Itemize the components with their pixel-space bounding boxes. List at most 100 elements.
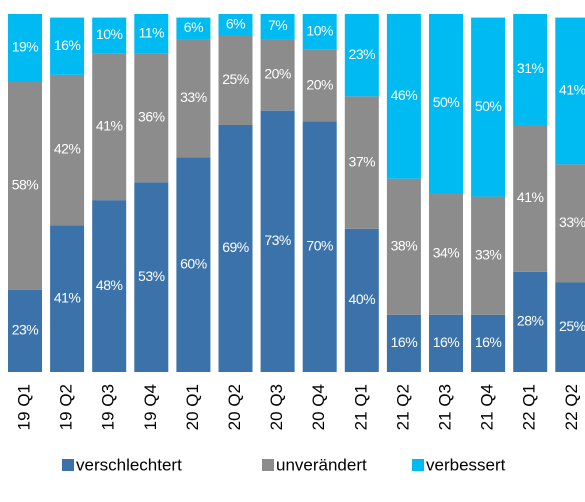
x-tick-label: 19 Q4 [141,384,160,430]
legend-label: verbessert [426,455,506,474]
bar-segment [8,289,42,372]
value-label: 58% [12,177,39,193]
bar-segment [218,124,253,372]
value-label: 16% [433,334,460,350]
legend-swatch [262,459,274,471]
value-label: 6% [226,15,245,31]
value-label: 10% [96,26,123,42]
value-label: 16% [54,37,81,53]
legend-label: unverändert [276,455,367,474]
value-label: 50% [433,94,460,110]
x-tick-label: 20 Q1 [183,384,202,430]
bar-segment [471,196,506,315]
value-label: 53% [138,268,165,284]
bar-segment [218,14,253,36]
x-tick-label: 20 Q3 [267,384,286,430]
bar-segment [555,282,585,372]
value-label: 41% [559,82,585,98]
bar-segment [386,178,421,315]
value-label: 36% [138,109,165,125]
bar-segment [134,182,169,372]
bar-segment [176,17,211,40]
bar-segment [471,17,506,197]
value-label: 34% [433,245,460,261]
value-label: 41% [54,289,81,305]
bar-segment [513,271,548,372]
bar-segment [344,96,379,229]
bar-segment [471,314,506,372]
value-label: 69% [222,239,249,255]
value-label: 40% [349,291,376,307]
value-label: 33% [475,246,502,262]
bar-segment [555,17,585,165]
x-tick-label: 19 Q3 [99,384,118,430]
bar-segment [92,17,127,54]
value-label: 60% [180,255,207,271]
x-tick-label: 20 Q2 [225,384,244,430]
value-label: 48% [96,277,123,293]
bar-segment [260,39,295,111]
bar-segment [302,14,337,50]
bar-segment [92,53,127,201]
value-label: 10% [306,23,333,39]
x-tick-label: 21 Q2 [393,384,412,430]
bar-segment [344,228,379,372]
x-tick-label: 21 Q1 [351,384,370,430]
bar-segment [92,200,127,372]
bar-segment [134,14,169,54]
bar-segment [302,121,337,373]
value-label: 38% [391,237,418,253]
bar-segment [429,314,463,372]
bar-segment [50,225,85,372]
x-tick-label: 21 Q3 [435,384,454,430]
value-label: 19% [12,39,39,55]
value-label: 42% [54,141,81,157]
bar-segment [218,35,253,125]
bar-segment [8,82,42,290]
value-label: 25% [222,71,249,87]
value-label: 16% [391,334,418,350]
legend-label: verschlechtert [76,455,182,474]
value-label: 7% [268,17,287,33]
bar-segment [555,164,585,283]
bar-segment [50,17,85,75]
value-label: 41% [96,117,123,133]
x-tick-label: 22 Q2 [562,384,581,430]
value-label: 46% [391,87,418,103]
value-label: 31% [517,60,544,76]
bar-segment [386,314,421,372]
value-label: 11% [139,24,165,40]
bar-segment [302,49,337,122]
value-label: 41% [517,189,544,205]
value-label: 70% [306,237,333,253]
bar-segment [260,110,295,372]
bar-segment [344,14,379,97]
x-tick-label: 19 Q2 [57,384,76,430]
bar-segment [429,14,463,193]
value-label: 6% [184,19,203,35]
x-tick-label: 21 Q4 [478,384,497,430]
legend-swatch [412,459,424,471]
bar-segment [260,14,295,40]
bar-segment [513,124,548,272]
bar-segment [429,193,463,315]
value-label: 20% [264,66,291,82]
value-label: 20% [306,76,333,92]
value-label: 23% [349,46,376,62]
value-label: 37% [349,153,376,169]
bar-segment [8,14,42,83]
value-label: 33% [559,214,585,230]
x-tick-label: 19 Q1 [14,384,33,430]
bar-segment [50,74,85,226]
value-label: 23% [12,322,39,338]
x-tick-label: 20 Q4 [309,384,328,430]
value-label: 16% [475,334,502,350]
bar-segment [513,14,548,125]
value-label: 25% [559,318,585,334]
value-label: 73% [264,232,291,248]
bar-segment [176,39,211,158]
bar-segment [134,53,169,183]
bar-segment [386,14,421,179]
x-tick-label: 22 Q1 [520,384,539,430]
